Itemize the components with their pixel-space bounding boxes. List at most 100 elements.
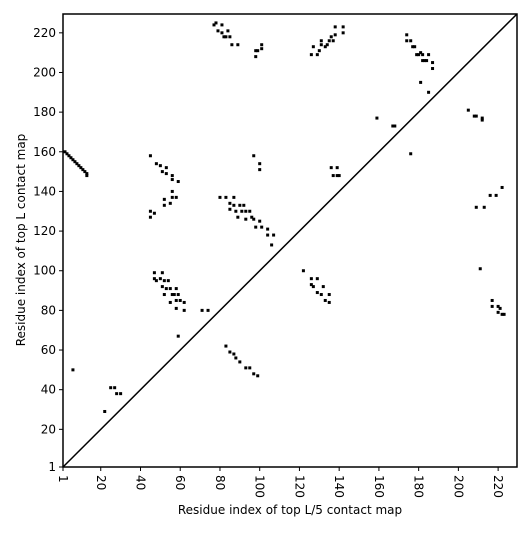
contact-point [79,166,83,170]
contact-point [425,59,429,63]
contact-point [224,195,228,199]
contact-point [154,279,158,283]
x-tick-label: 60 [173,475,187,490]
contact-point [119,392,123,396]
contact-point [325,43,329,47]
contact-point [168,201,172,205]
x-tick-label: 80 [213,475,227,490]
contact-point [405,39,409,43]
contact-point [258,219,262,223]
contact-point [182,300,186,304]
y-tick-label: 40 [41,383,56,397]
contact-point [75,162,79,166]
contact-point [252,217,256,221]
contact-point [216,29,220,33]
contact-point [81,168,85,172]
y-tick-label: 80 [41,303,56,317]
contact-point [337,174,341,178]
contact-point [162,279,166,283]
contact-point [315,291,319,295]
contact-point [174,195,178,199]
contact-point [466,108,470,112]
contact-point [234,356,238,360]
contact-point [158,164,162,168]
contact-point [323,298,327,302]
contact-point [252,372,256,376]
x-tick-label: 200 [451,475,465,498]
x-axis-label: Residue index of top L/5 contact map [178,503,402,517]
contact-point [494,193,498,197]
contact-point [431,61,435,65]
contact-point [212,23,216,27]
contact-point [258,162,262,166]
contact-point [83,170,87,174]
contact-point [317,49,321,53]
y-tick-label: 1 [48,460,56,474]
contact-point [266,233,270,237]
contact-point [226,29,230,33]
contact-point [168,300,172,304]
contact-point [160,170,164,174]
y-tick-label: 20 [41,422,56,436]
y-tick-label: 100 [33,264,56,278]
x-tick-label: 140 [332,475,346,498]
contact-point [272,233,276,237]
contact-point [164,166,168,170]
contact-point [490,298,494,302]
contact-point [170,293,174,297]
contact-point [166,279,170,283]
contact-point [154,162,158,166]
contact-point [232,195,236,199]
contact-point [228,35,232,39]
contact-point [85,172,89,176]
contact-point [341,25,345,29]
contact-point [109,386,113,390]
y-tick-label: 140 [33,184,56,198]
contact-point [148,154,152,158]
contact-point [323,45,327,49]
contact-point [220,31,224,35]
contact-point [409,152,413,156]
contact-point [160,271,164,275]
contact-point [176,334,180,338]
contact-point [170,195,174,199]
contact-point [170,178,174,182]
contact-point [238,360,242,364]
contact-point [220,23,224,27]
contact-point [85,174,89,178]
contact-point [176,293,180,297]
contact-point [472,114,476,118]
contact-point [329,35,333,39]
contact-point [488,193,492,197]
contact-point [162,293,166,297]
contact-point [174,298,178,302]
contact-point [482,205,486,209]
contact-point [115,392,119,396]
contact-point [319,293,323,297]
contact-point [242,203,246,207]
contact-point [200,308,204,312]
contact-point [164,287,168,291]
contact-point [427,53,431,57]
contact-point [218,195,222,199]
y-tick-label: 200 [33,65,56,79]
contact-point [206,308,210,312]
contact-point [496,310,500,314]
diagonal-line [62,13,518,468]
contact-point [419,80,423,84]
contact-point [478,267,482,271]
y-tick-label: 160 [33,145,56,159]
contact-point [474,205,478,209]
contact-point [301,269,305,273]
contact-point [500,312,504,316]
contact-point [327,39,331,43]
y-tick-label: 180 [33,105,56,119]
contact-point [160,285,164,289]
contact-point [71,368,75,372]
y-tick-label: 60 [41,343,56,357]
contact-point [234,209,238,213]
contact-point [158,277,162,281]
contact-point [232,352,236,356]
contact-point [327,293,331,297]
contact-point [258,168,262,172]
